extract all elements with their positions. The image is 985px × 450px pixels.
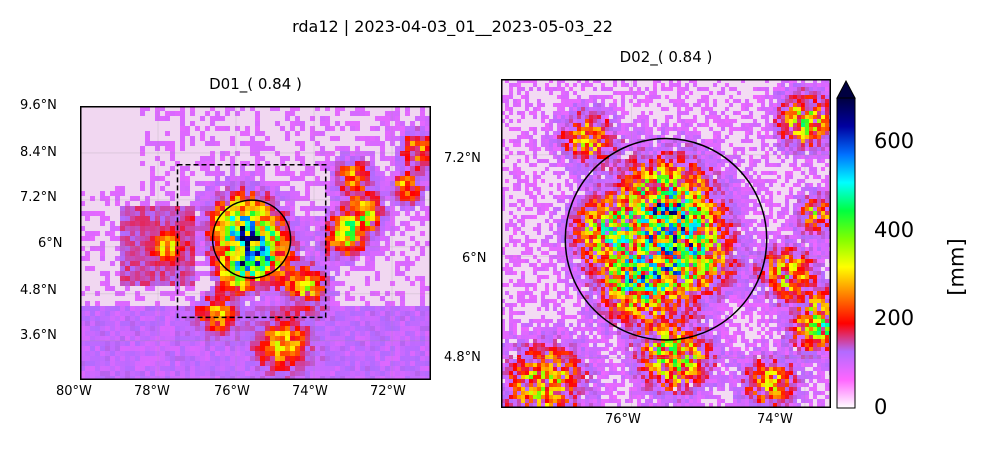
d02-lat-tick-6n: 6°N (462, 251, 487, 266)
d02-lat-tick-7.2n: 7.2°N (444, 151, 481, 166)
d01-lon-tick-74w: 74°W (292, 384, 328, 399)
d01-lon-tick-78w: 78°W (134, 384, 170, 399)
d01-lat-tick-6n: 6°N (38, 236, 63, 251)
d01-lon-tick-80w: 80°W (56, 384, 92, 399)
colorbar (836, 80, 856, 409)
panel-d01-title: D01_( 0.84 ) (209, 75, 302, 93)
colorbar-tick-400: 400 (874, 218, 915, 242)
d01-lat-tick-4.8n: 4.8°N (20, 283, 57, 298)
colorbar-label: [mm] (944, 238, 969, 296)
colorbar-tick-0: 0 (874, 395, 888, 419)
d01-lat-tick-7.2n: 7.2°N (20, 190, 57, 205)
region-circle (211, 199, 292, 279)
colorbar-tick-600: 600 (874, 129, 915, 153)
d01-lon-tick-76w: 76°W (214, 384, 250, 399)
d02-lat-tick-4.8n: 4.8°N (444, 350, 481, 365)
d01-lat-tick-3.6n: 3.6°N (20, 328, 57, 343)
colorbar-tick-200: 200 (874, 306, 915, 330)
panel-d02-title: D02_( 0.84 ) (619, 48, 713, 66)
region-circle-d02 (564, 137, 768, 341)
d01-lon-tick-72w: 72°W (370, 384, 406, 399)
d01-lat-tick-9.6n: 9.6°N (20, 98, 57, 113)
figure-suptitle: rda12 | 2023-04-03_01__2023-05-03_22 (292, 17, 613, 36)
panel-d01-map (80, 106, 431, 380)
d02-lon-tick-74w: 74°W (757, 412, 793, 427)
d02-domain-box (176, 163, 327, 319)
panel-d02-map (501, 79, 831, 408)
d01-lat-tick-8.4n: 8.4°N (20, 145, 57, 160)
d02-lon-tick-76w: 76°W (605, 412, 641, 427)
